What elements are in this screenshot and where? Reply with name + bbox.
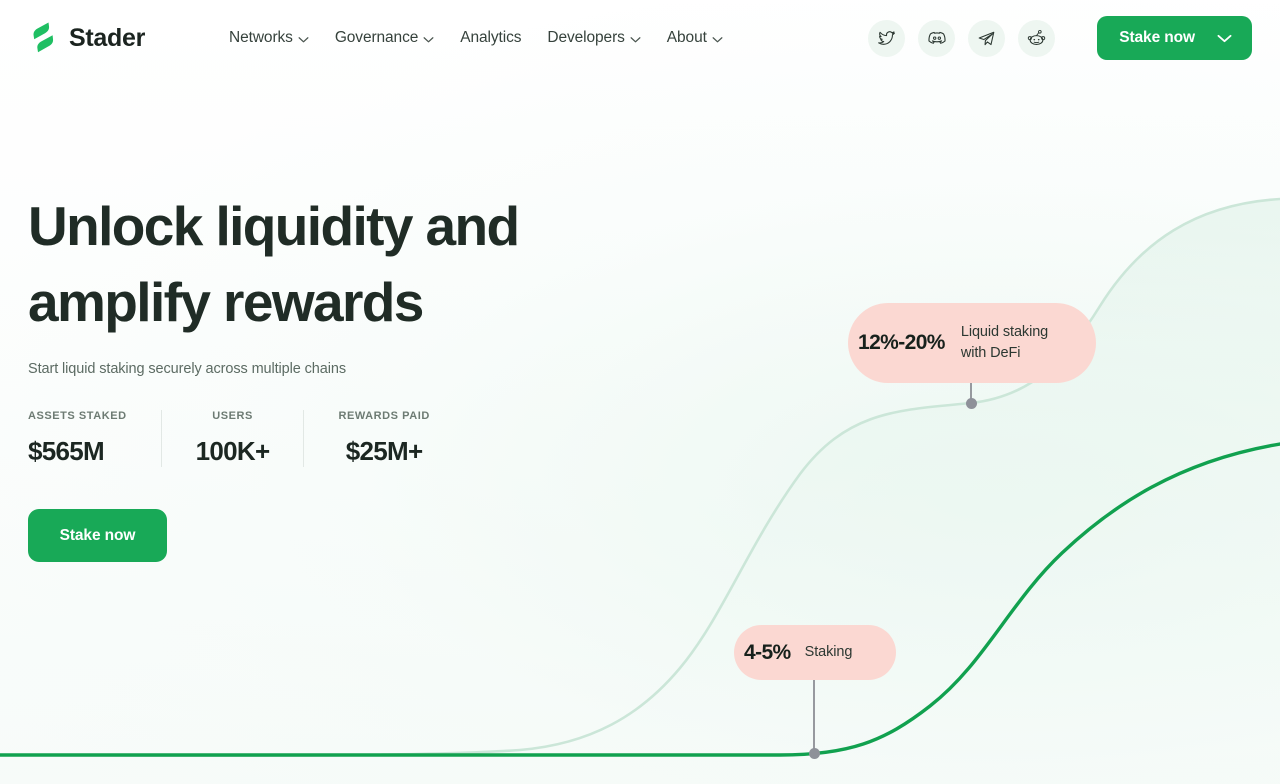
chevron-down-icon	[712, 36, 723, 42]
nav-item-networks[interactable]: Networks	[229, 29, 309, 47]
page-title: Unlock liquidity and amplify rewards	[28, 195, 520, 333]
annotation-percent: 4-5%	[744, 640, 791, 664]
stat-value: 100K+	[195, 436, 271, 466]
nav-label: Governance	[334, 29, 419, 46]
chevron-down-icon	[423, 36, 434, 42]
nav-label: About	[666, 29, 707, 46]
nav-item-governance[interactable]: Governance	[335, 29, 434, 47]
nav-item-developers[interactable]: Developers	[547, 29, 641, 47]
stat-label: USERS	[212, 410, 253, 422]
annotation-leader-line-staking	[813, 680, 815, 754]
header-stake-now-button[interactable]: Stake now	[1097, 16, 1252, 60]
nav-label: Developers	[547, 29, 625, 46]
stader-logo-icon	[33, 22, 54, 53]
annotation-badge-liquid-staking: 12%-20% Liquid staking with DeFi	[848, 303, 1096, 383]
chevron-down-icon	[1217, 34, 1232, 42]
header-actions: Stake now	[868, 16, 1252, 60]
hero-stake-now-label: Stake now	[59, 526, 136, 544]
hero-subtitle: Start liquid staking securely across mul…	[28, 361, 346, 377]
primary-navigation: Networks Governance Analytics Developers…	[229, 29, 723, 47]
brand-name: Stader	[69, 23, 146, 52]
annotation-marker-dot-liquid-staking	[966, 398, 977, 409]
stat-label: REWARDS PAID	[338, 410, 430, 422]
site-header: Stader Networks Governance Analytics Dev…	[0, 0, 1280, 76]
hero-stake-now-button[interactable]: Stake now	[28, 509, 167, 562]
brand-logo-link[interactable]: Stader	[28, 21, 145, 55]
discord-icon	[928, 31, 946, 44]
twitter-icon	[878, 30, 896, 45]
stat-rewards-paid: REWARDS PAID $25M+	[303, 410, 463, 467]
header-stake-now-label: Stake now	[1119, 29, 1195, 46]
stat-value: $565M	[28, 436, 105, 466]
nav-label: Analytics	[460, 29, 522, 46]
social-link-reddit[interactable]	[1018, 19, 1056, 57]
stat-value: $25M+	[345, 436, 423, 466]
telegram-icon	[978, 31, 995, 45]
stat-assets-staked: ASSETS STAKED $565M	[28, 410, 161, 467]
reddit-icon	[1028, 29, 1046, 45]
stats-row: ASSETS STAKED $565M USERS 100K+ REWARDS …	[28, 410, 588, 467]
nav-item-analytics[interactable]: Analytics	[460, 29, 521, 47]
chevron-down-icon	[298, 36, 309, 42]
annotation-label: Staking	[804, 644, 853, 660]
nav-label: Networks	[229, 29, 293, 46]
social-link-telegram[interactable]	[968, 19, 1006, 57]
stat-users: USERS 100K+	[160, 410, 304, 467]
social-link-discord[interactable]	[918, 19, 956, 57]
annotation-percent: 12%-20%	[858, 331, 945, 354]
social-link-twitter[interactable]	[868, 19, 906, 57]
annotation-label: Liquid staking with DeFi	[960, 324, 1049, 361]
annotation-badge-staking: 4-5% Staking	[734, 625, 896, 680]
nav-item-about[interactable]: About	[667, 29, 723, 47]
chevron-down-icon	[630, 36, 641, 42]
hero-section: Unlock liquidity and amplify rewards Sta…	[28, 188, 588, 562]
stat-label: ASSETS STAKED	[28, 410, 127, 422]
annotation-marker-dot-staking	[809, 748, 820, 759]
